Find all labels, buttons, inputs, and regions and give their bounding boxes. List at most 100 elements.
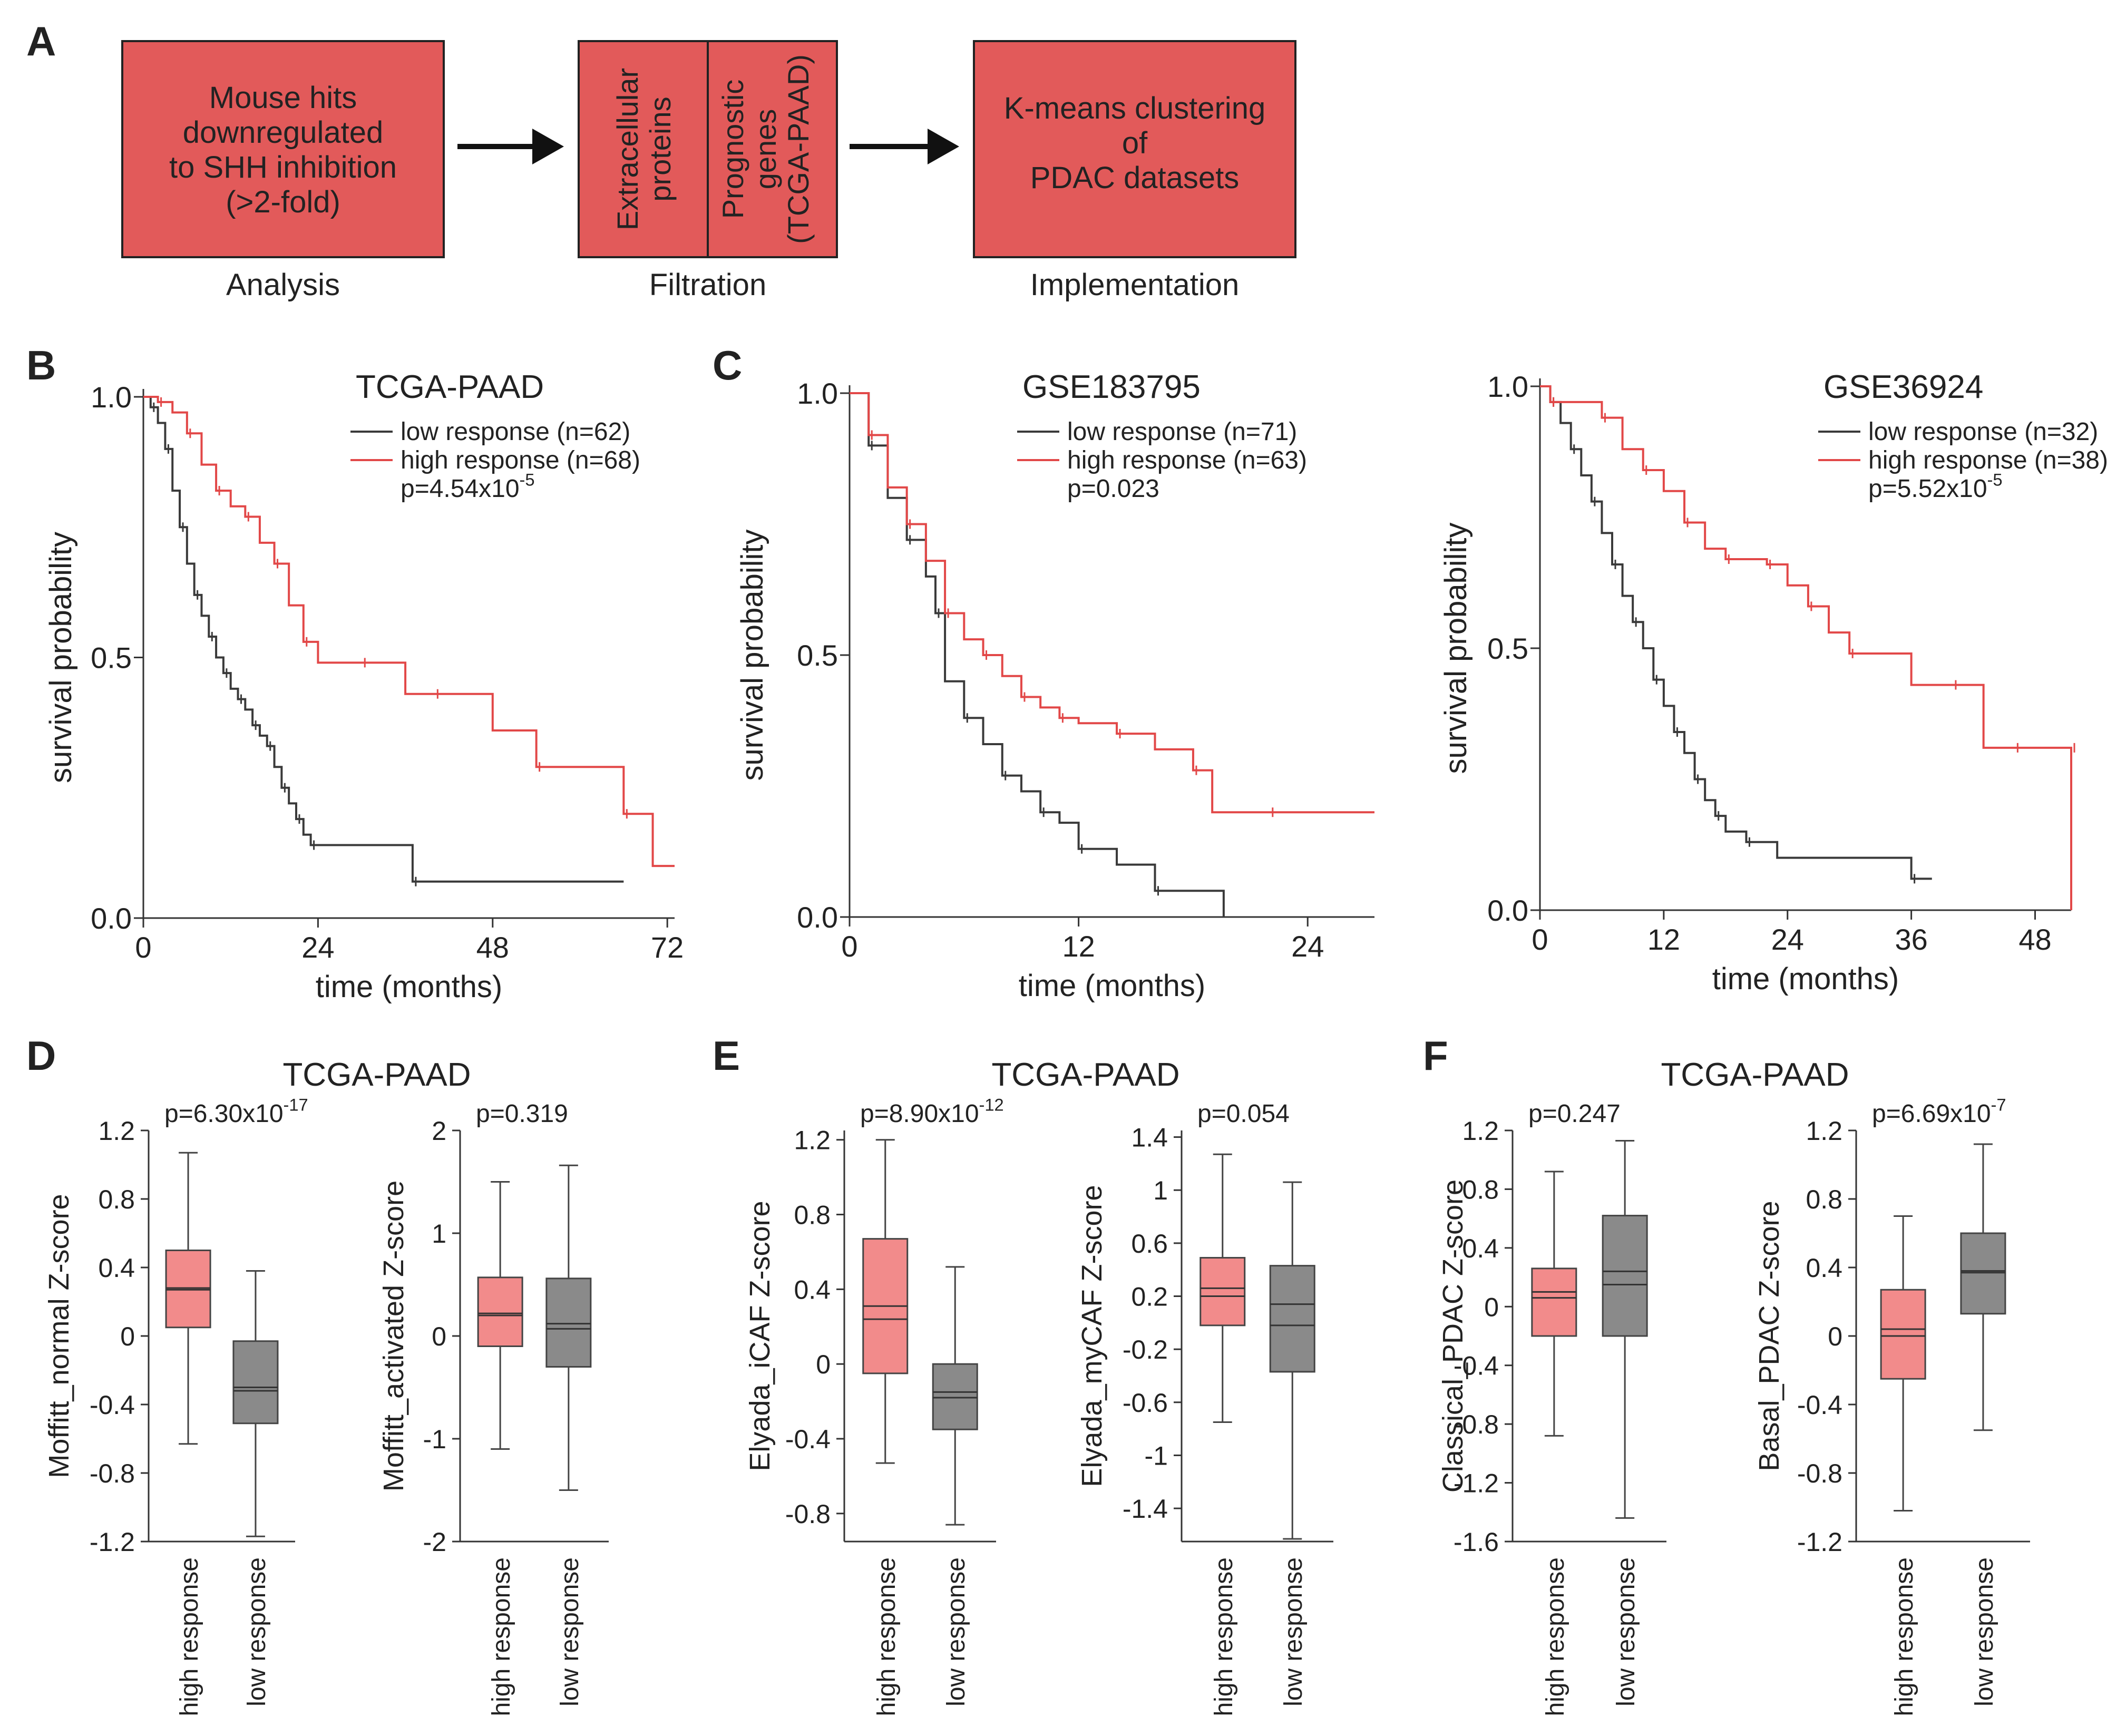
- km-x-tick-label: 24: [1771, 923, 1804, 956]
- km-title: GSE36924: [1823, 369, 1983, 405]
- panel-label-d: D: [26, 1032, 56, 1079]
- box-y-tick-label: 0.4: [1462, 1234, 1499, 1263]
- analysis-box-line: to SHH inhibition: [169, 150, 397, 184]
- km-x-tick-label: 48: [2018, 923, 2051, 956]
- box-iqr-high: [477, 1276, 523, 1348]
- p-value-label: p=0.247: [1528, 1100, 1621, 1128]
- p-value-label-exponent: -5: [1987, 470, 2003, 489]
- analysis-box-line: downregulated: [183, 115, 384, 150]
- box-y-tick-label: 1: [432, 1219, 446, 1249]
- box-y-tick-label: 0.8: [1806, 1185, 1842, 1214]
- flow-caption: Filtration: [649, 268, 766, 302]
- box-y-tick-label: -1.4: [1123, 1494, 1168, 1524]
- box-category-label: low response: [942, 1557, 970, 1706]
- box-y-axis-label: Elyada_myCAF Z-score: [1076, 1185, 1108, 1487]
- box-y-tick-label: -1.2: [90, 1527, 135, 1557]
- box-y-tick-label: 0.8: [1462, 1175, 1499, 1204]
- km-x-tick-label: 12: [1647, 923, 1680, 956]
- km-x-tick-label: 72: [651, 931, 684, 964]
- box-y-tick-label: 0.8: [794, 1201, 831, 1230]
- box-category-label: high response: [1542, 1557, 1569, 1717]
- legend-label: low response (n=71): [1067, 418, 1297, 446]
- box-y-tick-label: -0.4: [785, 1425, 831, 1454]
- filtration-left-line: proteins: [643, 96, 677, 201]
- box-y-tick-label: -0.4: [1797, 1390, 1842, 1420]
- box-iqr-low: [545, 1277, 592, 1368]
- legend-label: low response (n=62): [401, 418, 630, 446]
- box-iqr-low: [232, 1340, 279, 1425]
- legend-label: high response (n=68): [401, 446, 640, 474]
- implementation-box-line: K-means clustering: [1004, 91, 1265, 125]
- box-y-tick-label: -1.6: [1454, 1527, 1499, 1557]
- km-x-axis-label: time (months): [316, 970, 503, 1004]
- km-curve-high: [1540, 385, 2072, 910]
- box-category-label: high response: [1890, 1557, 1918, 1717]
- km-curve-high: [143, 396, 675, 867]
- p-value-label: p=0.319: [476, 1100, 568, 1128]
- p-value-label-base: p=8.90x10: [860, 1100, 979, 1128]
- km-curve-low: [143, 396, 624, 883]
- p-value-label: p=6.69x10-7: [1872, 1095, 2006, 1128]
- box-y-tick-label: 0.4: [1806, 1253, 1842, 1283]
- box-y-tick-label: 0.6: [1131, 1229, 1168, 1259]
- panel-label-b: B: [26, 342, 56, 388]
- km-y-axis-label: survival probability: [1439, 522, 1473, 774]
- box-iqr-low: [932, 1363, 978, 1430]
- box-y-tick-label: 1.2: [1806, 1116, 1842, 1146]
- box-category-label: low response: [556, 1557, 584, 1706]
- arrow-analysis-to-filtration-head: [532, 129, 564, 164]
- km-title: GSE183795: [1022, 369, 1201, 405]
- filtration-right-line: Prognostic: [716, 80, 749, 219]
- box-y-tick-label: -0.8: [1454, 1410, 1499, 1439]
- filtration-right-line: genes: [749, 109, 782, 190]
- box-y-tick-label: 0: [1828, 1322, 1842, 1351]
- box-iqr-low: [1269, 1265, 1315, 1373]
- box-y-tick-label: -0.2: [1123, 1335, 1168, 1364]
- box-y-tick-label: 0.4: [98, 1253, 135, 1283]
- km-y-tick-label: 0.5: [1487, 632, 1528, 665]
- box-category-label: high response: [487, 1557, 515, 1717]
- km-y-tick-label: 1.0: [91, 381, 132, 414]
- box-y-tick-label: 0.4: [794, 1275, 831, 1304]
- box-category-label: high response: [175, 1557, 203, 1717]
- box-iqr-high: [1531, 1267, 1577, 1337]
- box-y-tick-label: 1.4: [1131, 1123, 1168, 1153]
- box-y-tick-label: 1.2: [1462, 1116, 1499, 1146]
- box-category-label: low response: [1280, 1557, 1308, 1706]
- p-value-label: p=0.023: [1067, 475, 1159, 503]
- box-y-tick-label: -0.8: [785, 1499, 831, 1529]
- km-x-tick-label: 36: [1895, 923, 1927, 956]
- box-y-axis-label: Basal_PDAC Z-score: [1753, 1201, 1785, 1471]
- panel-label-f: F: [1423, 1032, 1448, 1079]
- p-value-label-exponent: -5: [520, 470, 535, 489]
- box-y-tick-label: 0: [432, 1322, 446, 1351]
- km-x-tick-label: 24: [301, 931, 334, 964]
- p-value-label-base: p=6.69x10: [1872, 1100, 1991, 1128]
- box-y-tick-label: -1: [1145, 1441, 1168, 1470]
- box-y-axis-label: Moffitt_activated Z-score: [378, 1181, 409, 1491]
- km-x-tick-label: 12: [1062, 930, 1095, 963]
- km-x-tick-label: 48: [476, 931, 509, 964]
- km-x-tick-label: 0: [1532, 923, 1548, 956]
- legend-label: high response (n=38): [1868, 446, 2108, 474]
- box-group-title: TCGA-PAAD: [991, 1057, 1179, 1093]
- box-y-tick-label: -0.6: [1123, 1388, 1168, 1418]
- box-iqr-low: [1602, 1215, 1648, 1337]
- box-y-tick-label: 0: [816, 1350, 831, 1379]
- box-y-tick-label: 0.8: [98, 1185, 135, 1214]
- p-value-label-base: p=4.54x10: [401, 475, 520, 503]
- km-x-axis-label: time (months): [1019, 969, 1206, 1003]
- analysis-box-line: (>2-fold): [226, 185, 340, 219]
- km-y-tick-label: 1.0: [1487, 370, 1528, 403]
- implementation-box: [973, 40, 1296, 258]
- km-x-tick-label: 24: [1291, 930, 1324, 963]
- panel-label-a: A: [26, 18, 56, 64]
- legend-label: low response (n=32): [1868, 418, 2098, 446]
- flow-caption: Implementation: [1030, 268, 1240, 302]
- box-y-tick-label: 0: [120, 1322, 135, 1351]
- km-y-tick-label: 0.0: [797, 901, 838, 934]
- box-category-label: low response: [1971, 1557, 1998, 1706]
- box-y-tick-label: -0.8: [1797, 1459, 1842, 1488]
- km-y-tick-label: 0.0: [91, 902, 132, 935]
- p-value-label: p=0.054: [1197, 1100, 1290, 1128]
